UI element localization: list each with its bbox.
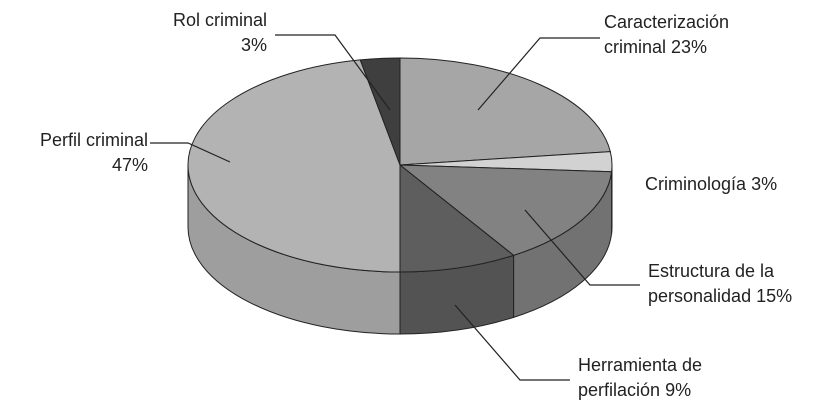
category-label: Perfil criminal — [39, 130, 148, 150]
value-label: 47% — [111, 155, 148, 175]
value-label: 9% — [665, 380, 692, 400]
slice-label: Herramienta de perfilación 9% — [578, 353, 718, 403]
value-label: 15% — [756, 286, 793, 306]
category-label: Estructura de la personalidad — [648, 261, 775, 306]
leader-line — [477, 37, 600, 111]
slice-label: Rol criminal 3% — [155, 8, 267, 58]
leader-line — [275, 34, 391, 111]
slice-label: Estructura de la personalidad 15% — [648, 259, 806, 309]
value-label: 3% — [751, 174, 778, 194]
category-label: Herramienta de perfilación — [578, 355, 703, 400]
category-label: Caracterización criminal — [604, 12, 730, 57]
category-label: Rol criminal — [172, 10, 267, 30]
pie-slice — [399, 163, 515, 273]
pie-slice — [399, 57, 611, 166]
pie-slice — [359, 57, 401, 166]
pie-slice — [187, 59, 401, 273]
category-label: Criminología — [645, 174, 747, 194]
slice-label: Caracterización criminal 23% — [604, 10, 744, 60]
leader-line — [150, 142, 231, 163]
leader-line — [524, 209, 640, 286]
leader-line — [454, 304, 570, 381]
slice-label: Criminología 3% — [645, 172, 825, 197]
slice-label: Perfil criminal 47% — [8, 128, 148, 178]
value-label: 3% — [240, 35, 267, 55]
value-label: 23% — [671, 37, 708, 57]
pie-slice — [398, 164, 613, 256]
